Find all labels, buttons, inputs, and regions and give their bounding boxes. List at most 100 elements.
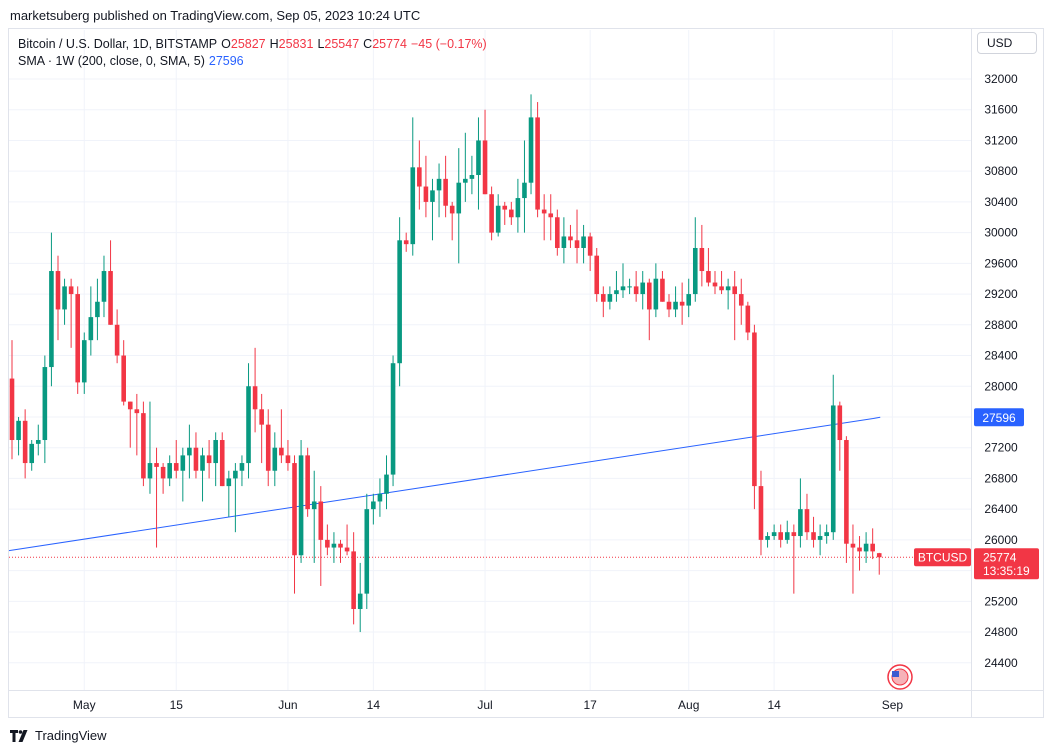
candle-body bbox=[403, 240, 409, 245]
x-axis: May 15 Jun 14 Jul 17 Aug 14 Sep bbox=[73, 698, 903, 712]
candle-body bbox=[114, 324, 120, 356]
candle-body bbox=[305, 455, 310, 510]
y-tick-label: 24800 bbox=[984, 625, 1018, 639]
candle-body bbox=[666, 301, 672, 310]
candle-body bbox=[226, 478, 232, 487]
legend-change: −45 (−0.17%) bbox=[410, 37, 487, 51]
candle-body bbox=[193, 447, 199, 471]
candles-layer bbox=[9, 94, 882, 633]
candle-body bbox=[633, 286, 639, 295]
candle-body bbox=[725, 286, 731, 291]
y-tick-label: 30800 bbox=[984, 164, 1018, 178]
candle-body bbox=[712, 282, 718, 287]
candle-body bbox=[331, 543, 337, 548]
legend-h-label: H bbox=[269, 37, 279, 51]
candle-body bbox=[745, 305, 751, 333]
candle-body bbox=[141, 413, 146, 479]
candle-body bbox=[738, 294, 744, 306]
candle-body bbox=[318, 501, 324, 540]
x-tick-label: 14 bbox=[367, 698, 381, 712]
last-price-tag bbox=[974, 548, 1039, 580]
candle-body bbox=[509, 209, 514, 218]
candle-body bbox=[9, 378, 15, 441]
y-tick-label: 31200 bbox=[984, 133, 1018, 147]
y-tick-label: 28800 bbox=[984, 318, 1018, 332]
candle-body bbox=[344, 547, 350, 552]
candle-body bbox=[528, 117, 534, 183]
candle-body bbox=[272, 447, 278, 471]
candle-body bbox=[640, 282, 646, 295]
candle-body bbox=[581, 236, 586, 248]
candle-body bbox=[265, 424, 271, 471]
candle-body bbox=[502, 205, 508, 210]
legend-sma-row: SMA · 1W (200, close, 0, SMA, 5) 27596 bbox=[18, 53, 491, 70]
candle-body bbox=[75, 294, 80, 383]
y-tick-label: 31600 bbox=[984, 103, 1018, 117]
candle-body bbox=[784, 532, 790, 540]
candle-body bbox=[292, 463, 297, 556]
candle-body bbox=[837, 405, 843, 441]
footer: TradingView bbox=[10, 728, 107, 743]
candle-body bbox=[384, 474, 389, 494]
x-tick-label: 15 bbox=[170, 698, 184, 712]
y-tick-label: 24400 bbox=[984, 656, 1018, 670]
candle-body bbox=[81, 340, 87, 383]
y-tick-label: 26400 bbox=[984, 502, 1018, 516]
candle-body bbox=[561, 236, 567, 248]
y-tick-label: 30400 bbox=[984, 195, 1018, 209]
candle-body bbox=[830, 405, 836, 533]
candle-body bbox=[29, 443, 35, 464]
candle-body bbox=[127, 401, 133, 410]
candle-body bbox=[206, 455, 212, 464]
candle-body bbox=[857, 547, 862, 552]
legend: Bitcoin / U.S. Dollar, 1D, BITSTAMP O2582… bbox=[18, 36, 491, 70]
sma-price-tag-text: 27596 bbox=[982, 411, 1016, 425]
tradingview-logo-icon bbox=[10, 729, 28, 742]
candle-body bbox=[200, 455, 205, 471]
candle-body bbox=[377, 493, 383, 502]
candle-body bbox=[587, 236, 593, 256]
candle-body bbox=[246, 386, 251, 464]
candle-body bbox=[515, 198, 521, 218]
candle-body bbox=[568, 236, 573, 241]
candle-body bbox=[601, 294, 606, 302]
legend-low: 25547 bbox=[324, 37, 360, 51]
candle-body bbox=[541, 209, 547, 214]
countdown-text: 13:35:19 bbox=[983, 564, 1030, 578]
legend-close: 25774 bbox=[372, 37, 407, 51]
x-tick-label: Jul bbox=[477, 698, 492, 712]
candle-body bbox=[719, 286, 724, 291]
currency-button[interactable]: USD bbox=[977, 32, 1037, 54]
y-tick-label: 27200 bbox=[984, 441, 1018, 455]
candle-body bbox=[686, 294, 692, 306]
candle-body bbox=[522, 182, 527, 199]
candle-body bbox=[653, 278, 659, 310]
x-tick-label: Aug bbox=[678, 698, 699, 712]
candle-body bbox=[443, 178, 448, 206]
candle-body bbox=[850, 543, 856, 548]
candle-body bbox=[213, 440, 218, 464]
sma-price-tag bbox=[974, 408, 1024, 427]
candle-body bbox=[55, 271, 61, 310]
candle-body bbox=[607, 294, 613, 302]
candle-body bbox=[798, 509, 803, 537]
candle-body bbox=[239, 463, 245, 471]
candle-body bbox=[660, 278, 665, 302]
candle-body bbox=[357, 593, 363, 610]
candle-body bbox=[173, 463, 179, 471]
candle-body bbox=[16, 420, 21, 441]
candle-body bbox=[233, 470, 238, 479]
candle-body bbox=[35, 440, 41, 444]
x-tick-label: Sep bbox=[882, 698, 904, 712]
candle-body bbox=[692, 247, 698, 295]
candle-body bbox=[627, 286, 632, 288]
candle-body bbox=[489, 194, 494, 233]
candle-body bbox=[259, 409, 264, 425]
candle-body bbox=[673, 301, 678, 310]
candle-body bbox=[476, 140, 481, 176]
legend-high: 25831 bbox=[278, 37, 314, 51]
candle-body bbox=[732, 286, 737, 295]
legend-sma-label: SMA · 1W (200, close, 0, SMA, 5) bbox=[18, 54, 205, 68]
y-tick-label: 26800 bbox=[984, 471, 1018, 485]
